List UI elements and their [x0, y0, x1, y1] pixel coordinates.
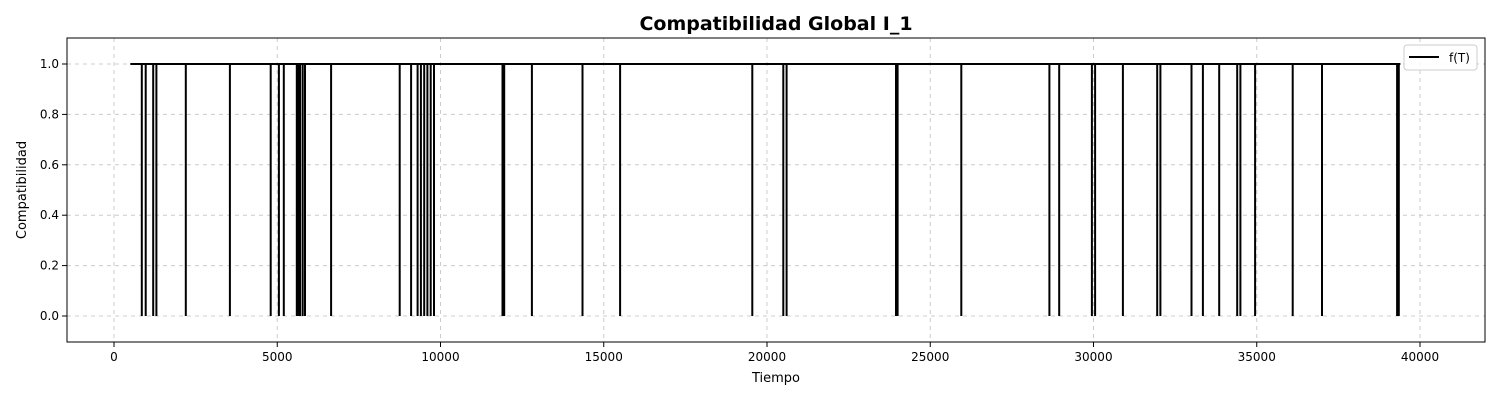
x-tick-label: 10000: [421, 350, 459, 364]
grid-layer: [67, 38, 1485, 342]
y-axis: 0.0 0.2 0.4 0.6 0.8 1.0: [40, 57, 67, 323]
y-tick-label: 0.4: [40, 208, 59, 222]
series-line-f-t: [130, 63, 1401, 316]
x-tick-label: 5000: [262, 350, 293, 364]
x-tick-label: 15000: [585, 350, 623, 364]
x-tick-label: 35000: [1238, 350, 1276, 364]
x-tick-label: 20000: [748, 350, 786, 364]
y-tick-label: 0.6: [40, 158, 59, 172]
chart-title: Compatibilidad Global I_1: [639, 13, 912, 35]
x-tick-label: 30000: [1074, 350, 1112, 364]
legend-box: [1403, 44, 1478, 71]
x-tick-label: 0: [110, 350, 118, 364]
series-layer: [130, 63, 1401, 316]
x-axis-label: Tiempo: [751, 371, 800, 386]
y-tick-label: 0.8: [40, 107, 59, 121]
y-axis-label: Compatibilidad: [15, 141, 30, 239]
x-tick-label: 40000: [1401, 350, 1439, 364]
plot-frame: [66, 37, 1486, 343]
legend-label: f(T): [1449, 51, 1470, 65]
y-tick-label: 0.0: [40, 309, 59, 323]
y-tick-label: 0.2: [40, 259, 59, 273]
y-tick-label: 1.0: [40, 57, 59, 71]
x-axis: 0 5000 10000 15000 20000 25000 30000 35000 40000: [110, 342, 1439, 364]
x-tick-label: 25000: [911, 350, 949, 364]
legend: f(T): [1403, 44, 1478, 71]
